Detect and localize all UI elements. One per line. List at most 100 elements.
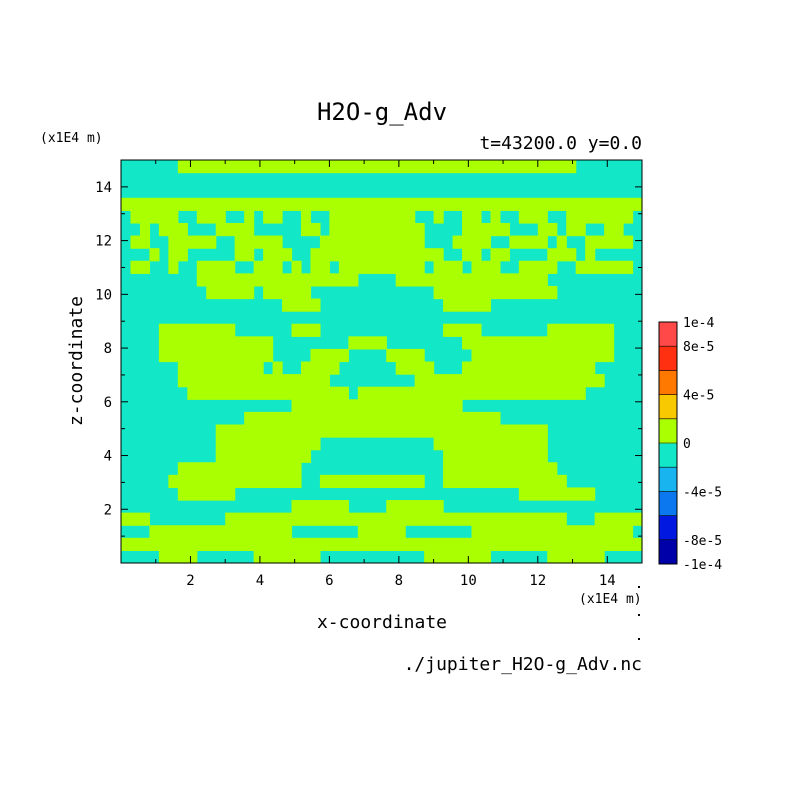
positive-region [556,235,567,249]
positive-region [471,260,501,274]
positive-region [158,323,236,337]
positive-region [310,248,444,262]
positive-region [443,462,558,476]
positive-region [357,525,406,539]
positive-region [149,248,160,262]
positive-region [357,386,586,400]
colorbar [659,322,677,565]
positive-region [386,500,444,514]
x-tick-label: 14 [599,573,616,589]
positive-region [263,285,312,300]
positive-region [471,525,634,539]
positive-region [395,361,435,375]
positive-region [604,222,624,237]
colorbar-swatch [659,515,677,541]
colorbar-frame [658,321,678,565]
positive-region [121,197,643,211]
colorbar-swatch [659,443,677,468]
x-tick-label: 4 [256,573,264,589]
y-tick-label: 10 [95,287,112,303]
positive-region [300,222,321,237]
positive-region [253,550,321,564]
positive-region [291,500,349,514]
colorbar-tick-label: 4e-5 [683,389,714,404]
positive-region [215,437,321,451]
positive-region [158,348,274,363]
colorbar-swatch [659,539,677,565]
positive-region [575,260,634,274]
positive-region [462,361,596,375]
positive-region [234,248,255,262]
positive-region [177,374,330,388]
positive-region [130,210,179,224]
colorbar-tick-label: -8e-5 [683,534,722,549]
positive-region [310,348,349,363]
x-axis-label: x-coordinate [317,612,447,633]
positive-region [253,260,283,274]
positive-region [196,260,236,274]
positive-region [206,285,255,300]
positive-region [490,248,510,262]
positive-region [443,323,482,337]
positive-region [443,298,492,312]
positive-region [272,361,283,375]
positive-region [424,550,492,564]
y-unit-label: (x1E4 m) [40,131,103,146]
y-tick-label: 2 [104,502,112,518]
positive-region [566,210,634,224]
x-tick-label: 2 [186,573,194,589]
y-tick-label: 14 [95,180,112,196]
positive-region [177,487,236,501]
positive-region [348,336,387,350]
y-tick-label: 4 [104,449,112,465]
positive-region [433,260,463,274]
positive-region [462,210,482,224]
colorbar-swatch [659,467,677,492]
colorbar-tick-label: -4e-5 [683,485,722,500]
positive-region [291,399,463,413]
positive-region [187,386,349,400]
plot-frame [120,159,643,564]
positive-region [121,512,151,526]
positive-region [158,550,198,564]
positive-region [452,235,492,249]
positive-region [177,160,577,174]
positive-region [244,210,255,224]
positive-region [585,235,634,249]
positive-region [263,248,293,262]
positive-region [443,449,548,463]
positive-region [566,222,586,237]
positive-region [537,222,558,237]
x-tick-labels: 2 4 6 8 10 12 14 [186,573,615,589]
contour-field [121,160,643,564]
positive-region [158,336,274,350]
colorbar-tick-label: -1e-4 [683,558,722,573]
positive-region [139,222,151,237]
positive-region [462,248,482,262]
positive-region [300,361,340,375]
positive-region [121,537,643,551]
positive-region [462,336,615,350]
positive-region [300,210,312,224]
positive-region [433,210,444,224]
chart-title: H2O-g_Adv [317,98,447,126]
positive-region [509,235,548,249]
positive-region [282,298,321,312]
colorbar-swatch [659,346,677,371]
y-tick-label: 12 [95,234,112,250]
positive-region [168,248,188,262]
x-tick-label: 12 [529,573,546,589]
colorbar-tick-label: 1e-4 [683,316,714,331]
x-tick-label: 6 [325,573,333,589]
positive-region [518,487,596,501]
positive-region [177,361,264,375]
positive-region [234,235,283,249]
positive-region [168,260,179,274]
positive-region [177,462,302,476]
x-tick-label: 8 [395,573,403,589]
positive-region [471,348,615,363]
y-axis-label: z-coordinate [66,296,87,426]
axis-ticks [121,160,642,563]
positive-region [168,474,302,489]
positive-region [414,374,605,388]
